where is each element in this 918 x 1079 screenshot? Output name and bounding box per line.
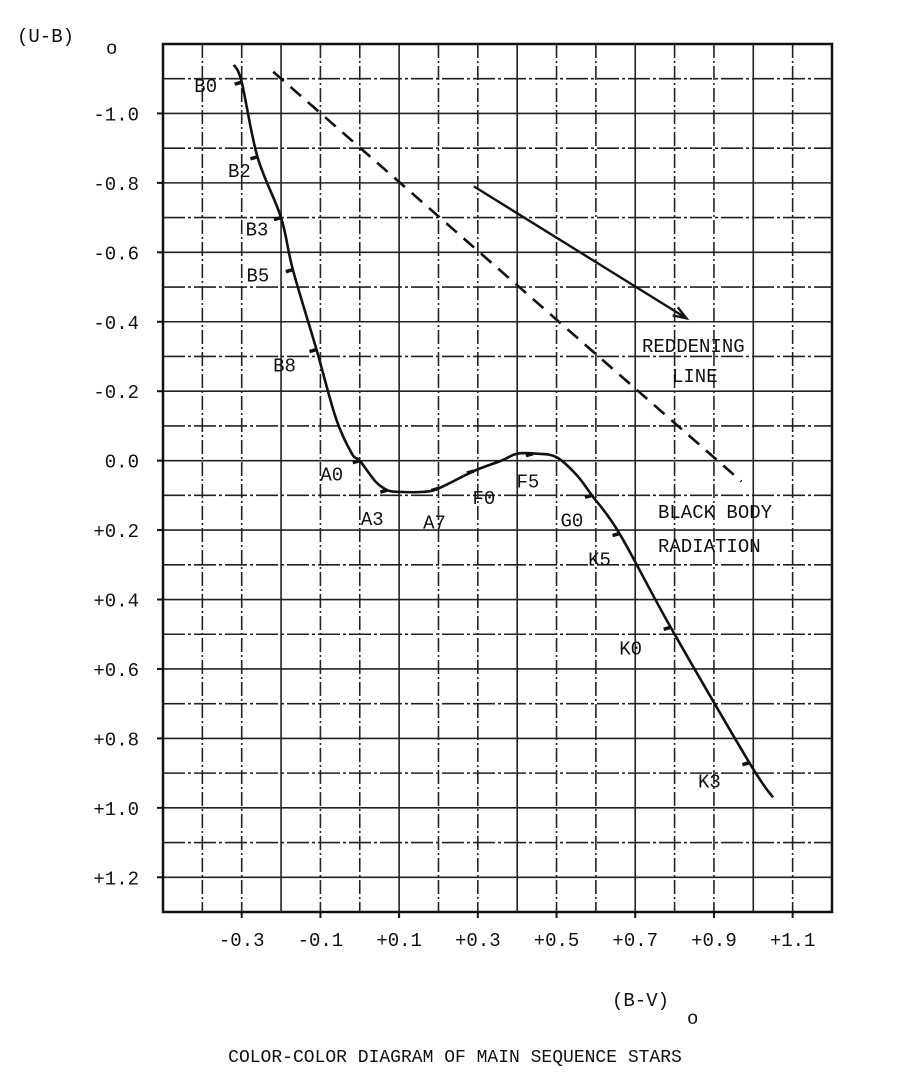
y-tick-label: 0.0: [105, 452, 139, 474]
spectral-label-b2: B2: [228, 161, 251, 183]
spectral-tick-b5: [285, 267, 294, 274]
spectral-label-k0: K0: [619, 638, 642, 660]
spectral-label-g0: G0: [561, 510, 584, 532]
spectral-tick-a7: [430, 486, 439, 493]
spectral-label-b3: B3: [246, 220, 269, 242]
spectral-tick-g0: [584, 493, 593, 500]
y-tick-label: -0.4: [93, 313, 139, 335]
black-body-label-1: BLACK BODY: [658, 502, 773, 524]
plot-frame: [161, 42, 834, 914]
axis-ticks: -0.3 -0.1 +0.1 +0.3 +0.5 +0.7 +0.9 +1.1 -1.0 -0.8…: [93, 104, 815, 952]
spectral-label-f0: F0: [472, 488, 495, 510]
spectral-label-b8: B8: [273, 356, 296, 378]
spectral-tick-f5: [525, 452, 534, 458]
spectral-tick-k3: [741, 761, 750, 767]
y-tick-label: +0.2: [93, 521, 139, 543]
y-tick-label: +1.2: [93, 868, 139, 890]
x-tick-label: +0.3: [455, 930, 501, 952]
spectral-label-a0: A0: [320, 465, 343, 487]
x-tick-label: -0.3: [219, 930, 265, 952]
y-tick-label: +1.0: [93, 799, 139, 821]
y-tick-label: +0.8: [93, 729, 139, 751]
spectral-label-b5: B5: [246, 266, 269, 288]
black-body-line: [272, 70, 743, 483]
x-tick-label: +1.1: [770, 930, 816, 952]
y-tick-label: -1.0: [93, 104, 139, 126]
spectral-label-a3: A3: [361, 509, 384, 531]
reddening-arrowhead: [672, 306, 690, 321]
x-tick-label: +0.9: [691, 930, 737, 952]
spectral-tick-k5: [612, 531, 620, 538]
spectral-tick-a3: [379, 488, 388, 494]
x-axis-label-subscript: o: [687, 1008, 698, 1030]
chart-lines: [232, 64, 775, 799]
y-tick-label: +0.6: [93, 660, 139, 682]
y-tick-label: +0.4: [93, 591, 139, 613]
spectral-label-a7: A7: [423, 512, 446, 534]
y-tick-label: -0.2: [93, 382, 139, 404]
spectral-tick-f0: [466, 469, 475, 475]
x-tick-label: +0.7: [612, 930, 658, 952]
y-tick-label: -0.8: [93, 174, 139, 196]
x-tick-label: +0.1: [376, 930, 422, 952]
spectral-label-b0: B0: [194, 76, 217, 98]
grid: [163, 44, 832, 912]
x-axis-label: (B-V): [612, 990, 669, 1012]
y-axis-label-subscript: o: [106, 38, 117, 60]
spectral-label-k3: K3: [698, 772, 721, 794]
y-axis-label: (U-B): [17, 26, 74, 48]
spectral-tick-k0: [663, 625, 672, 631]
spectral-tick-b8: [308, 347, 317, 354]
spectral-label-k5: K5: [588, 550, 611, 572]
chart-title: COLOR-COLOR DIAGRAM OF MAIN SEQUENCE STA…: [228, 1048, 682, 1068]
x-tick-label: +0.5: [534, 930, 580, 952]
main-sequence-curve: [232, 64, 775, 799]
spectral-tick-b2: [249, 155, 258, 161]
spectral-tick-b3: [273, 215, 282, 222]
x-tick-label: -0.1: [298, 930, 344, 952]
spectral-label-f5: F5: [517, 472, 540, 494]
reddening-line: [473, 185, 688, 320]
y-tick-label: -0.6: [93, 243, 139, 265]
black-body-label-2: RADIATION: [658, 536, 761, 558]
spectral-tick-b0: [234, 80, 243, 86]
spectral-tick-a0: [352, 458, 361, 465]
reddening-label-1: REDDENING: [642, 336, 745, 358]
reddening-label-2: LINE: [672, 366, 718, 388]
